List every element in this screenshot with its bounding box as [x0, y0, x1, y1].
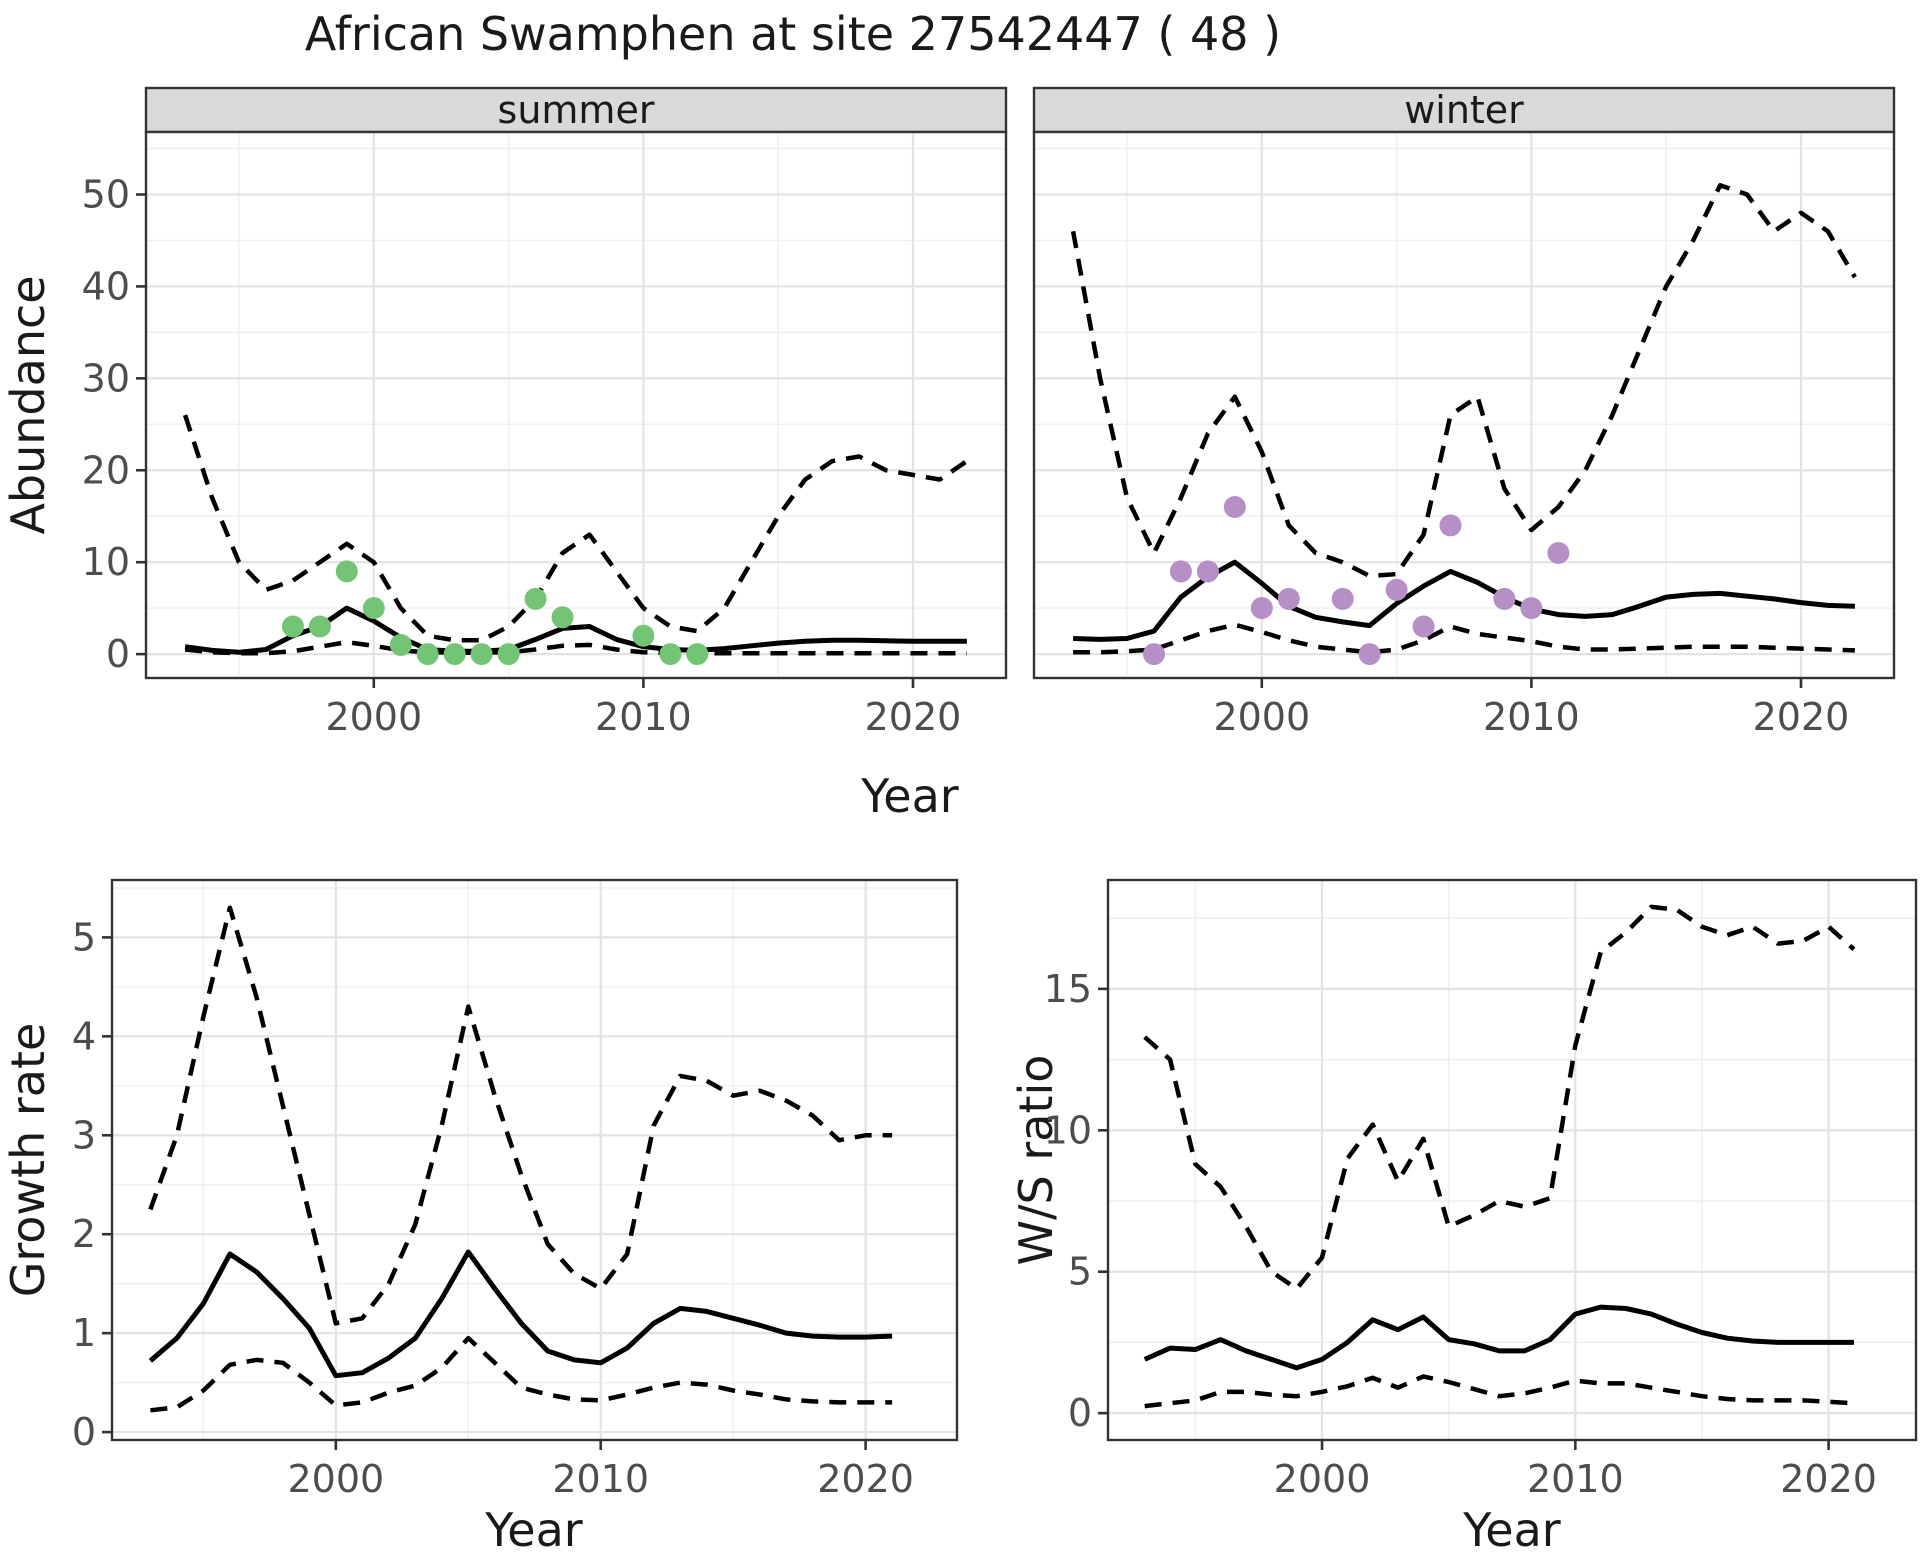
observed-point — [1412, 615, 1435, 638]
observed-point — [686, 643, 709, 666]
observed-point — [551, 606, 574, 629]
observed-point — [1385, 578, 1408, 601]
ws-ratio-axis-title: W/S ratio — [1009, 1055, 1063, 1266]
observed-point — [1143, 643, 1165, 666]
chart-ws-ratio: 2000 2010 2020 0 5 10 15 — [1044, 878, 1918, 1501]
observed-point — [335, 560, 358, 583]
y-tick-label: 10 — [82, 540, 130, 584]
observed-point — [1439, 514, 1462, 537]
ws-year-axis-title: Year — [1462, 1503, 1560, 1557]
observed-point — [1250, 597, 1273, 620]
y-tick-label: 5 — [1068, 1250, 1092, 1294]
x-tick-label: 2020 — [865, 695, 962, 739]
observed-point — [1520, 597, 1543, 620]
y-tick-label: 15 — [1044, 967, 1092, 1011]
plot-title: African Swamphen at site 27542447 ( 48 ) — [305, 7, 1281, 61]
x-tick-label: 2020 — [1780, 1457, 1877, 1501]
facet-strip-winter-label: winter — [1404, 88, 1524, 132]
series-lower95-ws-ratio — [1144, 1374, 1855, 1409]
observed-point — [632, 624, 655, 647]
observed-point — [1547, 542, 1570, 564]
observed-point — [470, 643, 493, 666]
series-mean-ws-ratio — [1143, 1304, 1854, 1371]
y-tick-label: 0 — [1068, 1391, 1092, 1435]
facet-strip-summer — [144, 86, 1008, 134]
observed-point — [524, 587, 547, 610]
y-tick-label: 0 — [72, 1410, 96, 1454]
x-tick-label: 2020 — [817, 1457, 914, 1501]
observed-point — [416, 643, 439, 666]
observed-point — [362, 597, 385, 620]
series-lower95-abundance-winter — [1073, 622, 1855, 655]
y-tick-label: 30 — [82, 356, 130, 400]
y-tick-label: 3 — [72, 1113, 96, 1157]
series-upper95-abundance-winter — [1070, 183, 1857, 579]
facet-strip-winter — [1032, 86, 1896, 134]
y-tick-label: 5 — [72, 915, 96, 959]
facet-strip-summer-label: summer — [498, 88, 655, 132]
growth-year-axis-title: Year — [484, 1503, 582, 1557]
observed-point — [1331, 587, 1354, 610]
x-tick-label: 2020 — [1753, 695, 1850, 739]
y-tick-label: 50 — [82, 173, 130, 217]
chart-growth-rate: 2000 2010 2020 0 1 2 3 4 5 — [72, 878, 959, 1501]
observed-point — [1358, 643, 1381, 666]
observed-point — [659, 643, 682, 666]
observed-point — [443, 643, 466, 666]
top-year-axis-title: Year — [860, 769, 958, 823]
y-tick-label: 0 — [106, 632, 130, 676]
y-tick-label: 2 — [72, 1212, 96, 1256]
y-tick-label: 1 — [72, 1311, 96, 1355]
observed-point — [308, 615, 331, 638]
observed-point — [1196, 560, 1219, 583]
x-tick-label: 2010 — [1483, 695, 1580, 739]
y-tick-label: 4 — [72, 1014, 96, 1058]
chart-abundance-summer: 2000 2010 2020 0 10 20 30 40 50 — [82, 130, 1008, 739]
x-tick-label: 2000 — [1213, 695, 1310, 739]
observed-point — [1493, 587, 1516, 610]
observed-point — [389, 633, 412, 656]
y-tick-label: 20 — [82, 448, 130, 492]
growth-rate-axis-title: Growth rate — [1, 1023, 55, 1298]
y-tick-label: 10 — [1044, 1108, 1092, 1152]
observed-point — [1277, 587, 1300, 610]
series-upper95-growth-rate — [148, 905, 893, 1326]
observed-point — [1169, 560, 1192, 583]
x-tick-label: 2010 — [1527, 1457, 1624, 1501]
x-tick-label: 2000 — [325, 695, 422, 739]
series-mean-growth-rate — [148, 1249, 893, 1379]
series-lower95-abundance-summer — [184, 639, 967, 656]
y-tick-label: 40 — [82, 264, 130, 308]
x-tick-label: 2010 — [595, 695, 692, 739]
observed-point — [497, 643, 520, 666]
x-tick-label: 2010 — [552, 1457, 649, 1501]
x-tick-label: 2000 — [1274, 1457, 1371, 1501]
abundance-axis-title: Abundance — [1, 275, 55, 534]
x-tick-label: 2000 — [287, 1457, 384, 1501]
observed-point — [281, 615, 304, 638]
observed-point — [1223, 496, 1246, 518]
series-upper95-ws-ratio — [1143, 904, 1856, 1291]
chart-abundance-winter: 2000 2010 2020 — [1032, 130, 1896, 739]
